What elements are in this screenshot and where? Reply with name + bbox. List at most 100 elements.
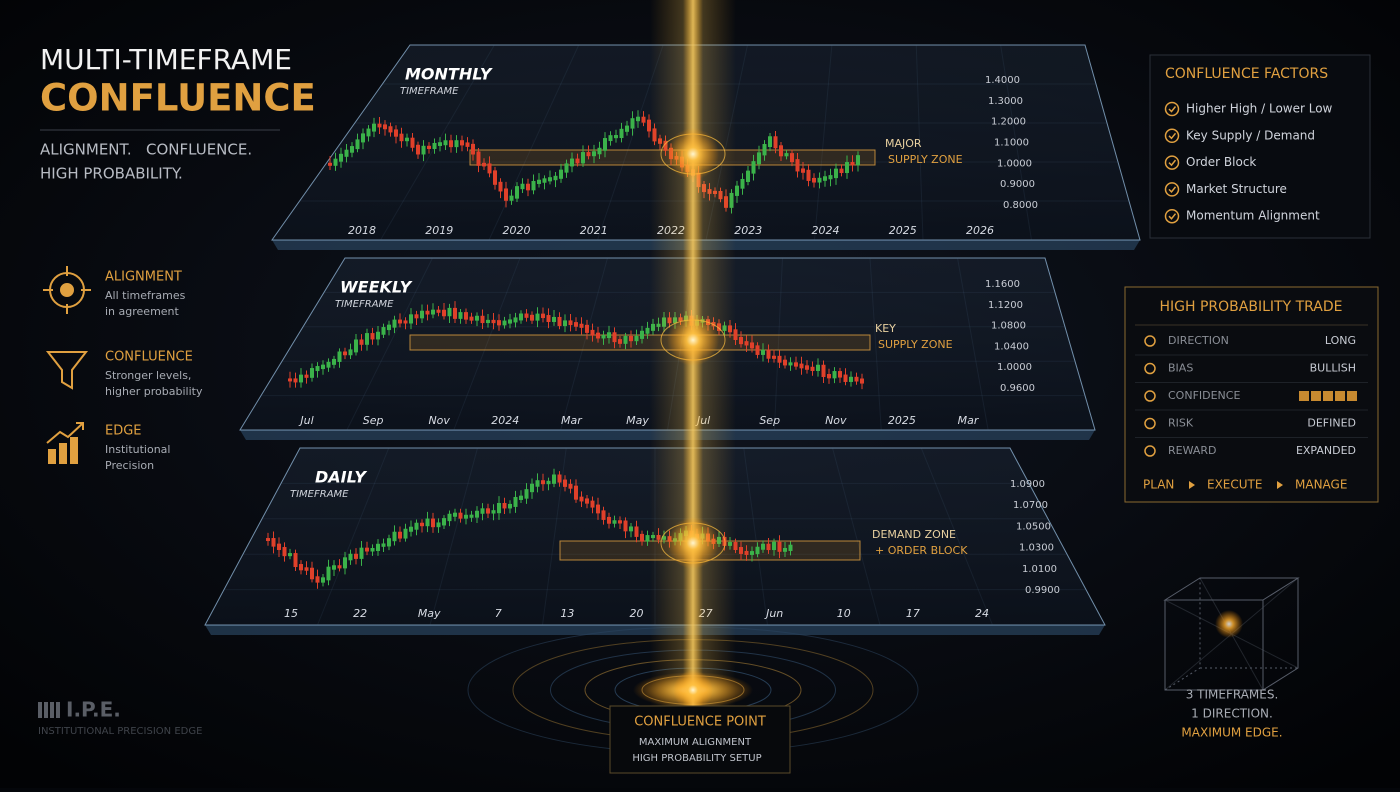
candle-body (304, 567, 309, 571)
panel-subtitle: TIMEFRAME (400, 86, 459, 97)
y-axis-label: 1.0900 (1010, 479, 1045, 490)
candle-body (557, 474, 562, 483)
candle-body (590, 329, 595, 336)
x-axis-label: 2019 (425, 224, 453, 237)
candle-body (431, 309, 435, 315)
y-axis-label: 1.3000 (988, 96, 1023, 107)
confluence-glow (667, 128, 719, 180)
row-icon (1144, 390, 1156, 402)
x-axis-label: Jun (764, 607, 783, 620)
candle-body (783, 359, 787, 366)
candle-body (365, 547, 369, 552)
candle-body (504, 188, 508, 201)
candle-body (409, 526, 413, 532)
x-axis-label: 2024 (812, 224, 840, 237)
candle-body (597, 147, 602, 155)
feature-title: EDGE (105, 424, 142, 439)
candle-body (640, 533, 644, 542)
candle-body (387, 324, 391, 331)
candle-body (619, 128, 624, 139)
candle-body (282, 547, 287, 557)
x-axis-label: 2024 (491, 414, 519, 427)
check-mark (1168, 159, 1177, 167)
candle-body (442, 309, 446, 317)
check-icon (1164, 155, 1180, 170)
candle-body (515, 186, 519, 199)
row-icon (1144, 335, 1156, 347)
row-value: BULLISH (1310, 362, 1356, 375)
check-icon (1164, 101, 1180, 117)
x-axis-label: 13 (560, 607, 574, 620)
candle-body (834, 168, 838, 179)
candle-body (524, 313, 529, 318)
candle-body (476, 151, 481, 166)
confluence-glow (667, 517, 719, 569)
timeframe-planes: MONTHLY TIMEFRAME MAJOR SUPPLY ZONE 2018 2019… (204, 44, 1141, 635)
x-axis-label: 2025 (888, 414, 916, 427)
candle-body (464, 312, 468, 320)
caption-line: MAXIMUM EDGE. (1181, 726, 1282, 740)
confidence-bar (1347, 391, 1357, 401)
candle-body (502, 320, 507, 326)
candle-body (497, 320, 501, 326)
candle-body (332, 358, 336, 365)
candle-body (299, 564, 303, 571)
factor-item: Higher High / Lower Low (1186, 102, 1333, 116)
x-axis-label: May (418, 607, 441, 620)
row-label: DIRECTION (1168, 334, 1229, 347)
candle-body (486, 319, 490, 324)
base-glow (673, 670, 713, 710)
candle-body (493, 170, 497, 185)
candle-body (636, 116, 640, 122)
candle-body (513, 496, 518, 507)
candle-body (458, 512, 463, 519)
candle-body (839, 168, 844, 174)
candle-body (377, 123, 382, 128)
candle-body (586, 152, 591, 157)
candle-body (575, 158, 580, 164)
zone-label: MAJOR (885, 137, 922, 150)
panel-title: MONTHLY (405, 65, 493, 84)
y-axis-label: 1.2000 (991, 117, 1026, 128)
candle-body (838, 371, 842, 378)
check-mark (1168, 213, 1177, 220)
candle-body (524, 489, 529, 499)
confluence-point-line: MAXIMUM ALIGNMENT (639, 737, 752, 748)
candle-body (315, 366, 320, 372)
candle-body (376, 331, 380, 340)
candle-body (772, 355, 776, 359)
candle-body (438, 142, 442, 146)
x-axis-label: Mar (561, 414, 583, 427)
candle-body (359, 339, 364, 345)
x-axis-label: 2026 (966, 224, 994, 237)
candle-body (383, 124, 387, 130)
candle-body (634, 526, 639, 537)
step: MANAGE (1295, 478, 1347, 492)
step: EXECUTE (1207, 478, 1262, 492)
candle-body (271, 538, 276, 547)
candle-body (535, 480, 540, 487)
candle-body (387, 538, 391, 547)
row-value: EXPANDED (1296, 444, 1356, 457)
candle-body (381, 543, 386, 547)
candle-body (425, 310, 430, 315)
candle-body (805, 365, 809, 370)
candle-body (337, 351, 342, 362)
candle-body (370, 548, 375, 552)
candle-body (416, 144, 420, 155)
step: PLAN (1143, 478, 1174, 492)
y-axis-label: 1.0800 (991, 321, 1026, 332)
plane-grid (488, 44, 580, 241)
candle-body (398, 531, 402, 539)
candle-body (453, 307, 457, 319)
candle-body (443, 140, 448, 146)
candle-body (497, 502, 501, 514)
panel-title: DAILY (315, 468, 367, 487)
feature-icons (43, 266, 91, 464)
feature-desc: Stronger levels, (105, 369, 191, 382)
candle-body (612, 332, 617, 343)
panel-subtitle: TIMEFRAME (290, 489, 349, 500)
candle-body (293, 378, 298, 383)
candle-body (751, 161, 756, 174)
candle-body (634, 335, 639, 342)
